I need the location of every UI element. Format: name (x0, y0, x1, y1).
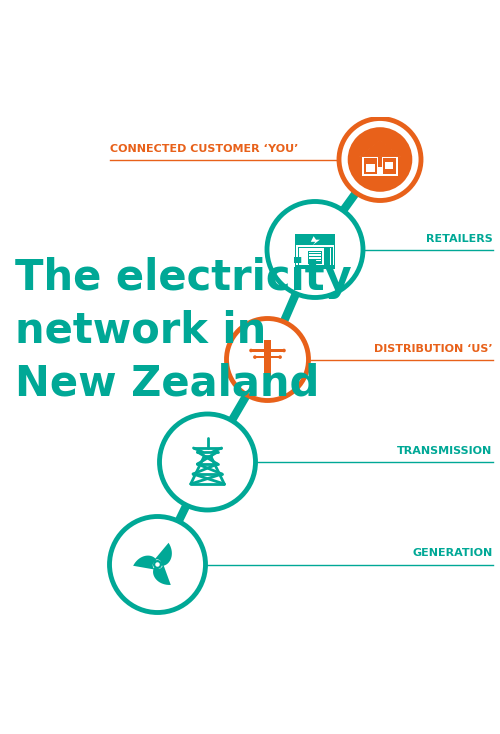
Polygon shape (378, 167, 382, 176)
Polygon shape (386, 141, 390, 149)
Polygon shape (308, 255, 322, 256)
Circle shape (282, 349, 286, 352)
Polygon shape (387, 139, 391, 148)
Text: The electricity: The electricity (15, 257, 352, 299)
Text: network in: network in (15, 310, 266, 352)
Polygon shape (294, 265, 336, 269)
Polygon shape (255, 356, 280, 358)
Circle shape (160, 414, 256, 510)
Polygon shape (366, 164, 374, 172)
Polygon shape (308, 257, 322, 258)
Polygon shape (360, 141, 401, 157)
Polygon shape (153, 564, 171, 585)
Circle shape (253, 355, 256, 359)
Polygon shape (362, 157, 398, 176)
Circle shape (226, 319, 308, 401)
Polygon shape (296, 235, 334, 245)
Polygon shape (298, 247, 332, 266)
Polygon shape (133, 556, 156, 570)
Circle shape (278, 355, 282, 359)
Polygon shape (299, 248, 331, 265)
Text: CONNECTED CUSTOMER ‘YOU’: CONNECTED CUSTOMER ‘YOU’ (110, 144, 298, 153)
Polygon shape (311, 236, 320, 245)
Circle shape (155, 562, 160, 567)
Polygon shape (383, 158, 396, 175)
Text: GENERATION: GENERATION (412, 548, 492, 559)
Polygon shape (308, 252, 322, 253)
Circle shape (110, 517, 206, 612)
Polygon shape (308, 251, 322, 264)
Circle shape (249, 349, 253, 352)
Polygon shape (294, 233, 336, 269)
Polygon shape (364, 158, 377, 175)
Circle shape (348, 127, 412, 192)
Circle shape (267, 202, 363, 297)
Polygon shape (386, 162, 393, 169)
Polygon shape (386, 141, 390, 150)
Circle shape (153, 560, 162, 569)
Circle shape (339, 118, 421, 200)
Polygon shape (362, 157, 398, 176)
Polygon shape (296, 235, 334, 267)
Polygon shape (362, 157, 378, 176)
Text: RETAILERS: RETAILERS (426, 233, 492, 244)
Polygon shape (308, 260, 322, 261)
Polygon shape (359, 139, 401, 157)
Text: DISTRIBUTION ‘US’: DISTRIBUTION ‘US’ (374, 344, 492, 354)
Polygon shape (264, 340, 271, 379)
Polygon shape (360, 141, 401, 157)
Polygon shape (324, 248, 330, 265)
Text: TRANSMISSION: TRANSMISSION (397, 446, 492, 456)
Polygon shape (382, 157, 398, 176)
Polygon shape (251, 349, 284, 352)
Text: New Zealand: New Zealand (15, 362, 320, 404)
Polygon shape (154, 542, 172, 566)
